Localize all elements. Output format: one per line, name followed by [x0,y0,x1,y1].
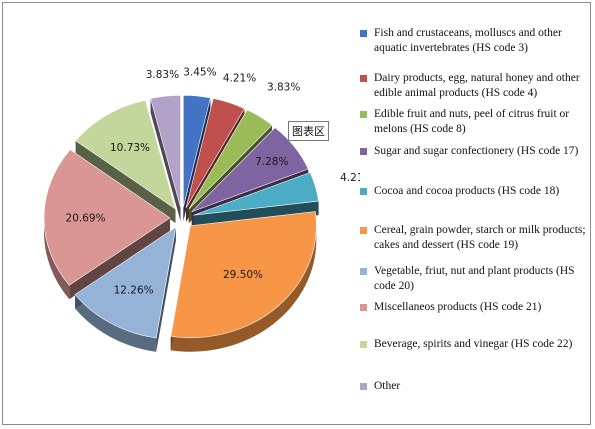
data-label-1: 3.45% [183,66,216,78]
pie-slice-edge [156,227,176,352]
legend-item-1: Fish and crustaceans, molluscs and other… [360,26,586,56]
pie-slice-wall [170,225,317,352]
legend-label: Cereal, grain powder, starch or milk pro… [374,224,586,251]
legend-item-2: Dairy products, egg, natural honey and o… [360,71,586,101]
legend-label: Fish and crustaceans, molluscs and other… [374,27,562,54]
legend-swatch [360,304,367,311]
data-label-5: 4.21% [340,172,360,184]
data-label-9: 10.73% [110,142,150,154]
legend-item-10: Other [360,379,586,394]
legend-item-7: Vegetable, friut, nut and plant products… [360,264,586,294]
data-label-2: 4.21% [223,72,256,84]
legend-swatch [360,148,367,155]
pie-slice-3[interactable] [188,109,273,210]
legend-label: Vegetable, friut, nut and plant products… [374,265,575,292]
pie-slice-10[interactable] [150,94,181,208]
pie-slice-7[interactable] [74,226,177,339]
legend-item-9: Beverage, spirits and vinegar (HS code 2… [360,337,586,352]
data-label-8: 20.69% [66,213,106,225]
pie-slice-edge [183,97,211,222]
pie-slice-edge [150,98,181,222]
data-label-4: 7.28% [255,156,288,168]
legend-label: Other [374,380,401,392]
data-label-6: 29.50% [223,269,263,281]
legend-label: Beverage, spirits and vinegar (HS code 2… [374,338,573,350]
legend-item-3: Edible fruit and nuts, peel of citrus fr… [360,107,586,137]
legend-label: Sugar and sugar confectionery (HS code 1… [374,145,579,157]
legend-item-6: Cereal, grain powder, starch or milk pro… [360,223,586,253]
legend-swatch [360,383,367,390]
legend-item-4: Sugar and sugar confectionery (HS code 1… [360,144,586,159]
legend-item-8: Miscellaneos products (HS code 21) [360,300,586,315]
legend-label: Dairy products, egg, natural honey and o… [374,72,580,99]
pie-slice-5[interactable] [193,172,319,216]
pie-slice-edge [75,140,176,223]
pie-slice-wall [75,294,157,352]
pie-slice-1[interactable] [182,94,211,208]
legend-swatch [360,227,367,234]
pie-slice-2[interactable] [185,98,245,209]
legend-label: Miscellaneos products (HS code 21) [374,301,542,313]
legend-swatch [360,188,367,195]
pie-slice-edge [69,217,171,300]
legend-swatch [360,268,367,275]
legend-swatch [360,75,367,82]
pie-slice-9[interactable] [75,99,176,210]
legend-label: Cocoa and cocoa products (HS code 18) [374,185,560,197]
legend-label: Edible fruit and nuts, peel of citrus fr… [374,108,570,135]
legend-swatch [360,111,367,118]
pie-slice-6[interactable] [170,211,317,339]
data-label-7: 12.26% [114,285,154,297]
pie-slice-8[interactable] [43,149,171,286]
legend-item-5: Cocoa and cocoa products (HS code 18) [360,184,586,199]
legend-swatch [360,30,367,37]
pie-slice-wall [44,217,70,300]
pie-chart: 3.45% 4.21% 3.83% 7.28% 4.21% 29.50% 12.26% 20.… [43,66,360,352]
data-label-10: 3.83% [146,69,179,81]
data-label-3: 3.83% [267,81,300,93]
legend-swatch [360,341,367,348]
chart-area-tooltip: 图表区 [288,121,329,141]
pie-slice-4[interactable] [191,127,309,213]
